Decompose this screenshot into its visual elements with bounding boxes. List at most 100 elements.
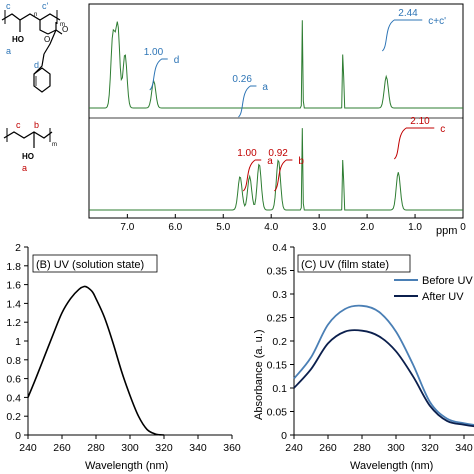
nmr-spectra	[89, 20, 463, 211]
uvc-xtick-label: 300	[387, 442, 405, 454]
uvb-ytick-label: 1.4	[6, 298, 21, 310]
uvc-xtick-label: 280	[353, 442, 371, 454]
nmr-annotation-line-0-0	[149, 58, 168, 91]
uvc-xtick-label: 320	[421, 442, 439, 454]
uvc-series-before-uv	[293, 304, 474, 426]
nmr-annotation-value-0-1: 0.26	[232, 74, 252, 85]
nmr-xtick-label: 6.0	[168, 222, 182, 233]
nmr-annotation-label-0-0: d	[174, 55, 180, 66]
nmr-annotation-line-0-1	[238, 85, 257, 118]
uvc-title-box	[297, 254, 411, 273]
uvc-ytick-label: 0	[281, 430, 287, 442]
nmr-annotation-line-0-2	[381, 19, 423, 52]
nmr-annotation-label-0-2: c+c'	[428, 16, 446, 27]
uvc-xtick-label: 260	[319, 442, 337, 454]
uv-film-panel: 240 260 280 300 320 340 0 0.05 0.1 0.15 0.2 0.25 0.3…	[253, 242, 474, 472]
struct-bottom-label-a: a	[22, 163, 27, 173]
uvb-ytick-label: 0	[15, 430, 21, 442]
struct-bottom-ho: HO	[22, 152, 34, 161]
uvc-ytick-label: 0.15	[267, 360, 288, 372]
nmr-annotation-line-1-0	[242, 159, 262, 192]
struct-top-o2: O	[62, 25, 68, 34]
uvb-title: (B) UV (solution state)	[36, 259, 144, 271]
struct-bottom-sub-m: m	[52, 142, 57, 148]
uvb-xtick-label: 300	[121, 442, 139, 454]
uvb-xtick-label: 260	[53, 442, 71, 454]
uvc-legend: Before UV After UV	[394, 275, 473, 303]
uvb-xtick-label: 280	[87, 442, 105, 454]
uvc-ticks: 240 260 280 300 320 340 0 0.05 0.1 0.15 0.2 0.25 0.3…	[267, 242, 473, 454]
uvc-ytick-label: 0.4	[272, 242, 287, 254]
uvb-ytick-label: 0.6	[6, 374, 21, 386]
nmr-spectrum-2	[89, 128, 463, 211]
uvc-title: (C) UV (film state)	[301, 259, 389, 271]
uvc-ytick-label: 0.3	[272, 289, 287, 301]
nmr-annotation-label-1-2: c	[440, 124, 445, 135]
uv-solution-panel: 240 260 280 300 320 340 360 0 0.2 0.4 0.6 0.8 1 1.2 1.…	[6, 242, 241, 472]
uvb-xtick-label: 360	[223, 442, 241, 454]
nmr-xtick-label: 4.0	[264, 222, 278, 233]
uvc-legend-before: Before UV	[422, 275, 473, 287]
uvc-x-axis-label: Wavelength (nm)	[350, 460, 433, 472]
uvc-legend-after: After UV	[422, 291, 464, 303]
uvb-xtick-label: 320	[155, 442, 173, 454]
uvc-ytick-label: 0.1	[272, 383, 287, 395]
nmr-annotation-label-1-0: a	[267, 156, 273, 167]
structure-top: c c' HO O O a d n m	[1, 1, 68, 93]
nmr-xtick-label: 3.0	[312, 222, 326, 233]
uvb-ytick-label: 1.6	[6, 280, 21, 292]
struct-top-o1: O	[44, 35, 50, 44]
struct-top-sub-m: m	[60, 22, 65, 28]
uvb-ticks: 240 260 280 300 320 340 360 0 0.2 0.4 0.6 0.8 1 1.2 1.…	[6, 242, 241, 454]
struct-bottom-label-b: b	[34, 120, 39, 130]
nmr-annotation-label-0-1: a	[262, 82, 268, 93]
uvb-x-axis-label: Wavelength (nm)	[85, 460, 168, 472]
nmr-xtick-label: 0	[460, 222, 466, 233]
nmr-annotation-value-1-2: 2.10	[410, 116, 430, 127]
uvc-xtick-label: 240	[285, 442, 303, 454]
uvc-ytick-label: 0.35	[267, 266, 288, 278]
uvb-xtick-label: 340	[189, 442, 207, 454]
uvb-title-box	[32, 254, 158, 273]
nmr-x-axis: 7.0 6.0 5.0 4.0 3.0 2.0 1.0 0	[120, 214, 466, 233]
uvb-ytick-label: 0.2	[6, 411, 21, 423]
nmr-xtick-label: 1.0	[408, 222, 422, 233]
nmr-spectrum-1	[89, 20, 463, 109]
uvb-ytick-label: 2	[15, 242, 21, 254]
nmr-annotation-value-0-2: 2.44	[398, 8, 418, 19]
uvb-series-line	[27, 285, 165, 436]
uvc-ytick-label: 0.05	[267, 407, 288, 419]
nmr-xtick-label: 2.0	[360, 222, 374, 233]
nmr-annotation-label-1-1: b	[298, 156, 304, 167]
uvb-ytick-label: 0.4	[6, 392, 21, 404]
uvc-ytick-label: 0.25	[267, 313, 288, 325]
uvb-ytick-label: 1.2	[6, 317, 21, 329]
struct-top-label-a: a	[6, 46, 11, 56]
structure-bottom: c b HO m a	[3, 120, 57, 173]
uvc-xtick-label: 340	[455, 442, 473, 454]
uvc-y-axis-label: Absorbance (a. u.)	[253, 330, 265, 421]
nmr-annotation-line-1-1	[274, 159, 293, 192]
nmr-annotation-value-0-0: 1.00	[144, 47, 164, 58]
nmr-annotation-value-1-1: 0.92	[268, 148, 288, 159]
uvb-ytick-label: 1.8	[6, 261, 21, 273]
struct-top-sub-n: n	[34, 12, 37, 18]
uvb-ytick-label: 0.8	[6, 355, 21, 367]
nmr-annotation-value-1-0: 1.00	[237, 148, 257, 159]
nmr-xtick-label: 7.0	[120, 222, 134, 233]
struct-top-label-d: d	[34, 60, 39, 70]
uvb-ytick-label: 1	[15, 336, 21, 348]
struct-top-label-cprime: c'	[42, 1, 49, 11]
uvb-xtick-label: 240	[19, 442, 37, 454]
struct-top-ho: HO	[12, 35, 24, 44]
uvc-ytick-label: 0.2	[272, 336, 287, 348]
struct-top-label-c: c	[6, 1, 11, 11]
uvc-series-after-uv	[293, 329, 474, 428]
struct-bottom-label-c: c	[16, 120, 21, 130]
nmr-annotation-line-1-2	[393, 127, 435, 160]
nmr-x-axis-label: ppm	[436, 225, 457, 237]
nmr-xtick-label: 5.0	[216, 222, 230, 233]
